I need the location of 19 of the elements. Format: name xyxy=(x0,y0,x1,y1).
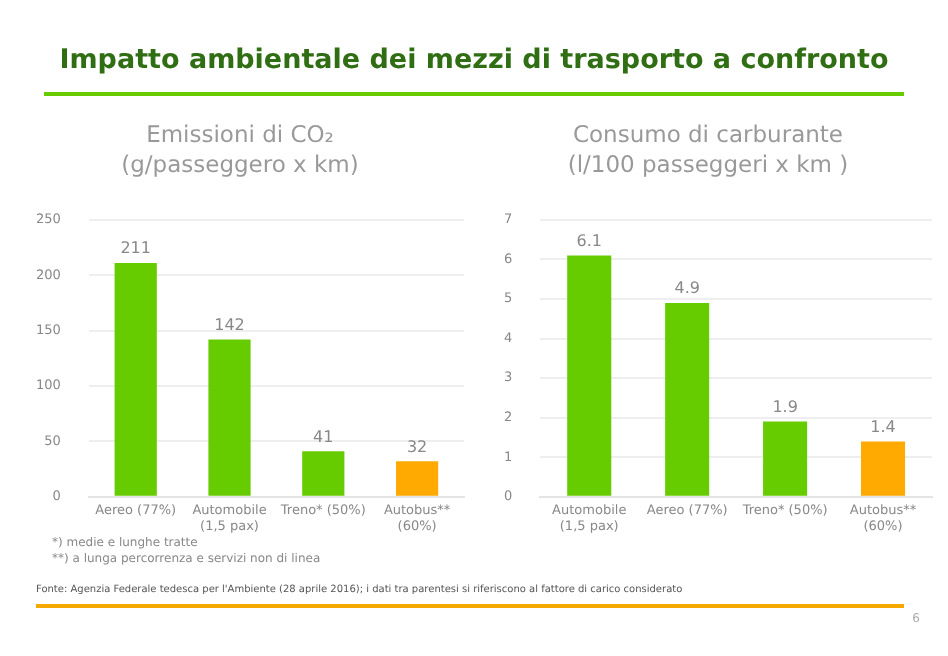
chart-title: Emissioni di CO₂ (g/passeggero x km) xyxy=(119,120,361,180)
data-label: 142 xyxy=(214,315,245,334)
data-label: 41 xyxy=(313,427,334,446)
data-label: 4.9 xyxy=(674,279,700,298)
bar xyxy=(665,302,710,496)
bar xyxy=(208,339,251,496)
data-label: 1.9 xyxy=(772,397,798,416)
data-label: 6.1 xyxy=(576,231,602,250)
bar xyxy=(861,441,906,496)
data-label: 32 xyxy=(406,437,428,456)
data-label: 211 xyxy=(120,239,151,258)
bar xyxy=(302,451,345,496)
bar xyxy=(567,255,612,496)
bar xyxy=(763,421,808,496)
text: Impatto ambientale dei mezzi di trasporto a confronto xyxy=(57,44,891,76)
data-label: 1.4 xyxy=(870,417,896,436)
chart-title: Consumo di carburante (l/100 passeggeri x km ) xyxy=(565,120,851,180)
bar xyxy=(114,263,157,496)
bar xyxy=(396,461,439,496)
